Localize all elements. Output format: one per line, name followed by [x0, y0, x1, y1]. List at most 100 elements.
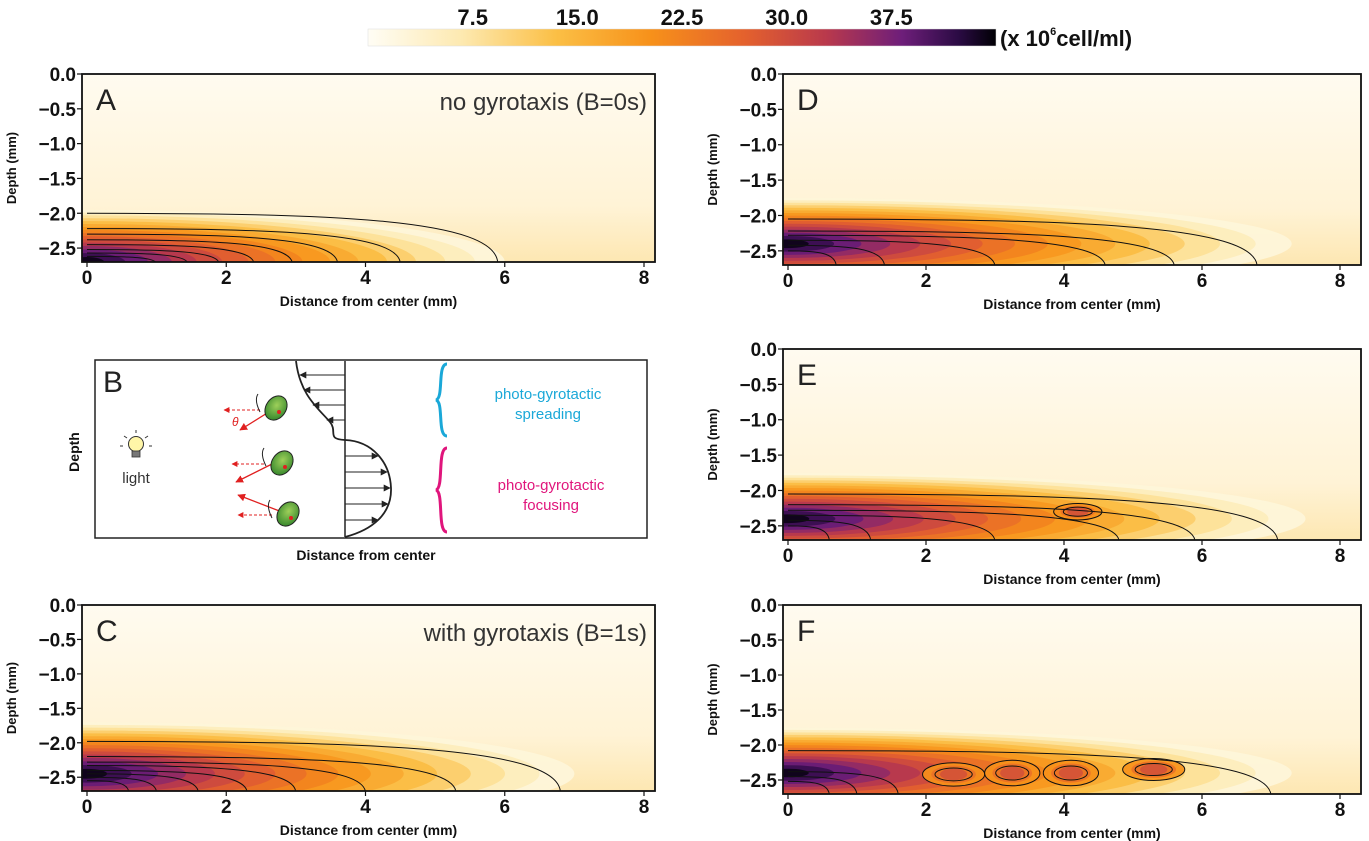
y-tick-label: −2.5 — [739, 242, 777, 263]
profile-arrows-lower — [345, 452, 391, 524]
contour-line — [787, 218, 1258, 265]
y-tick-label: −1.5 — [739, 446, 777, 467]
x-tick-label: 2 — [221, 797, 232, 818]
colorbar-tick-label: 30.0 — [765, 5, 808, 30]
x-tick-label: 8 — [1335, 546, 1346, 567]
x-tick-label: 0 — [783, 800, 794, 821]
x-tick-label: 0 — [783, 271, 794, 292]
y-axis-label: Depth (mm) — [705, 133, 720, 205]
concentration-patch — [1140, 764, 1168, 775]
panel-annotation: with gyrotaxis (B=1s) — [423, 620, 647, 647]
y-tick-label: 0.0 — [751, 65, 777, 86]
x-tick-label: 6 — [1197, 271, 1208, 292]
contour-line — [86, 769, 248, 791]
contour-line — [86, 776, 157, 791]
colorbar-tick-label: 7.5 — [457, 5, 488, 30]
contour-line — [787, 493, 1279, 540]
x-tick-label: 8 — [639, 797, 650, 818]
panel-label-d: D — [797, 84, 819, 117]
contour-line — [1053, 502, 1103, 521]
contour-line — [1134, 762, 1173, 777]
y-tick-label: −2.0 — [739, 481, 777, 502]
contour-line — [787, 230, 1175, 265]
cell-middle — [231, 447, 294, 483]
heatmap-panel-f: 0 2 4 6 8 0.0 −0.5 −1.0 −1.5 −2.0 −2.5 Distance fro… — [705, 596, 1362, 841]
concentration-level — [783, 239, 809, 249]
y-tick-label: −2.0 — [38, 734, 76, 755]
x-tick-label: 4 — [1059, 546, 1070, 567]
y-tick-label: −2.5 — [739, 771, 777, 792]
contour-line — [787, 525, 830, 540]
contour-line — [86, 740, 561, 791]
panel-label-e: E — [797, 359, 817, 392]
contour-line — [995, 765, 1030, 781]
x-tick-label: 6 — [1197, 800, 1208, 821]
x-tick-label: 2 — [921, 271, 932, 292]
contour-line — [787, 750, 1272, 794]
x-axis-label: Distance from center (mm) — [983, 296, 1160, 312]
heatmap-panel-d: 0 2 4 6 8 0.0 −0.5 −1.0 −1.5 −2.0 −2.5 Distance fro… — [705, 65, 1362, 312]
y-axis-label: Depth (mm) — [4, 132, 19, 204]
x-axis-label: Distance from center (mm) — [983, 571, 1160, 587]
y-tick-label: −1.0 — [38, 665, 76, 686]
colorbar: 7.5 15.0 22.5 30.0 37.5 (x 106cell/ml) — [367, 5, 1132, 51]
contour-line — [1122, 758, 1186, 781]
contour-line — [787, 244, 885, 265]
x-tick-label: 0 — [82, 797, 93, 818]
spreading-label-line1: photo-gyrotactic — [495, 386, 602, 403]
colorbar-tick-label: 22.5 — [661, 5, 704, 30]
contour-line — [787, 771, 899, 794]
spreading-label-line2: spreading — [515, 406, 581, 423]
panel-label-a: A — [96, 84, 116, 117]
contour-line — [787, 239, 996, 265]
x-tick-label: 2 — [221, 268, 232, 289]
theta-label: θ — [232, 415, 239, 429]
contour-line — [984, 759, 1041, 787]
focusing-label-line1: photo-gyrotactic — [498, 477, 605, 494]
y-tick-label: −2.5 — [739, 517, 777, 538]
y-tick-label: 0.0 — [50, 65, 76, 86]
heatmap-panel-a: 0 2 4 6 8 0.0 −0.5 −1.0 −1.5 −2.0 −2.5 Distance fro… — [4, 65, 656, 309]
contour-line — [787, 519, 871, 540]
contour-line — [787, 776, 858, 794]
schematic-ylabel: Depth — [66, 432, 82, 472]
y-tick-label: 0.0 — [751, 596, 777, 617]
concentration-level — [82, 257, 105, 262]
cell-upper: θ — [223, 393, 288, 431]
colorbar-tick-label: 37.5 — [870, 5, 913, 30]
brace-spreading — [435, 362, 448, 438]
contour-line — [787, 514, 996, 540]
y-tick-label: −0.5 — [38, 100, 76, 121]
plot-frame — [782, 348, 1362, 541]
contour-line — [1053, 765, 1088, 781]
x-tick-label: 4 — [1059, 800, 1070, 821]
x-tick-label: 8 — [1335, 800, 1346, 821]
profile-arrows-upper — [299, 371, 345, 424]
concentration-level — [783, 768, 809, 778]
brace-focusing — [434, 446, 448, 534]
contour-line — [787, 780, 830, 794]
contour-line — [86, 212, 498, 262]
light-bulb-icon — [120, 430, 152, 458]
y-tick-label: −1.0 — [739, 136, 777, 157]
panel-label-b: B — [103, 366, 123, 399]
y-tick-label: −2.0 — [739, 206, 777, 227]
y-tick-label: −1.5 — [38, 699, 76, 720]
contour-line — [86, 228, 401, 262]
y-tick-label: −2.5 — [38, 768, 76, 789]
x-tick-label: 8 — [1335, 271, 1346, 292]
x-tick-label: 8 — [639, 268, 650, 289]
concentration-patch — [1000, 766, 1025, 780]
x-axis-label: Distance from center (mm) — [983, 825, 1160, 841]
x-tick-label: 4 — [360, 268, 371, 289]
plot-frame — [782, 73, 1362, 266]
contour-line — [86, 765, 296, 791]
contour-line — [1042, 759, 1100, 787]
y-tick-label: 0.0 — [751, 340, 777, 361]
y-tick-label: −1.5 — [739, 171, 777, 192]
focusing-label-line2: focusing — [523, 497, 579, 514]
colorbar-tick-label: 15.0 — [556, 5, 599, 30]
y-tick-label: −1.5 — [739, 701, 777, 722]
y-tick-label: 0.0 — [50, 596, 76, 617]
